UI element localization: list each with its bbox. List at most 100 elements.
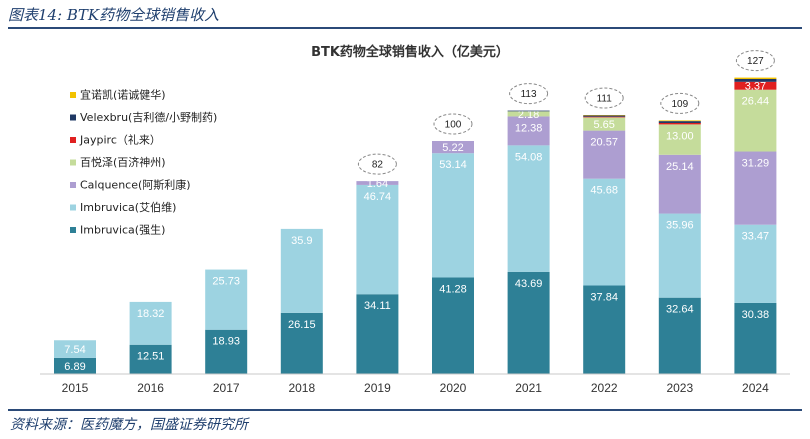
- data-label: 18.93: [212, 336, 240, 348]
- data-label: 43.69: [515, 278, 543, 290]
- data-label: 6.89: [64, 361, 85, 373]
- data-label: 1.64: [367, 178, 388, 190]
- bar-segment: [583, 116, 626, 118]
- data-label: 13.00: [666, 130, 694, 142]
- bar-segment: [734, 89, 777, 152]
- bar-segment: [734, 224, 777, 303]
- bar-segment: [658, 121, 701, 123]
- chart-title: BTK药物全球销售收入（亿美元）: [311, 44, 509, 60]
- total-label: 111: [597, 94, 613, 105]
- total-marker: [509, 83, 549, 105]
- bar-segment: [734, 302, 777, 374]
- legend-label: 百悦泽(百济神州): [80, 155, 166, 169]
- legend-swatch: [70, 92, 76, 98]
- data-label: 53.14: [439, 159, 467, 171]
- legend-label: 宜诺凯(诺诚健华): [80, 88, 166, 102]
- total-label: 113: [521, 89, 537, 100]
- total-label: 100: [445, 119, 462, 130]
- data-label: 26.15: [288, 319, 316, 331]
- data-label: 54.08: [515, 151, 543, 163]
- bar-segment: [658, 154, 701, 214]
- legend-label: Calquence(阿斯利康): [80, 178, 191, 192]
- data-label: 33.47: [742, 231, 770, 243]
- x-tick-label: 2018: [288, 381, 315, 395]
- data-label: 34.11: [364, 300, 391, 312]
- x-tick-label: 2022: [591, 381, 618, 395]
- total-label: 127: [747, 56, 764, 67]
- data-label: 12.38: [515, 122, 543, 134]
- chart-bars: 6.89 7.54 12.51 18.32 18.93 25.73 26.15 35.9 34.…: [54, 50, 777, 374]
- bar-segment: [507, 111, 550, 117]
- bar-segment: [658, 297, 701, 374]
- data-label: 45.68: [590, 185, 618, 197]
- data-label: 7.54: [64, 344, 85, 356]
- total-label: 82: [372, 160, 384, 171]
- bar-segment: [205, 269, 248, 330]
- data-label: 25.14: [666, 161, 694, 173]
- x-tick-label: 2023: [666, 381, 693, 395]
- total-marker: [433, 113, 473, 135]
- total-label: 109: [671, 99, 688, 110]
- data-label: 5.22: [442, 142, 463, 154]
- data-label: 41.28: [439, 283, 467, 295]
- total-marker: [735, 50, 775, 72]
- caption-divider: [8, 27, 802, 29]
- bar-segment: [280, 312, 323, 374]
- bar-segment: [734, 81, 777, 90]
- bar-segment: [583, 117, 626, 131]
- x-tick-label: 2015: [62, 381, 89, 395]
- data-label: 35.9: [291, 235, 312, 247]
- bar-segment: [432, 140, 474, 154]
- x-tick-label: 2017: [213, 381, 240, 395]
- total-marker: [357, 153, 397, 175]
- bar-segment: [658, 122, 701, 125]
- data-label: 35.96: [666, 220, 694, 232]
- legend-label: Imbruvica(强生): [80, 223, 165, 237]
- bar-segment: [356, 181, 399, 185]
- data-label: 20.57: [590, 137, 618, 149]
- bar-segment: [583, 115, 626, 117]
- data-label: 30.38: [742, 309, 770, 321]
- bar-segment: [54, 340, 96, 358]
- legend-label: Velexbru(吉利德/小野制药): [80, 110, 217, 124]
- bar-segment: [507, 271, 550, 374]
- total-marker: [660, 92, 700, 114]
- bar-segment: [507, 110, 550, 112]
- bar-segment: [54, 357, 96, 374]
- data-label: 2.18: [518, 109, 539, 121]
- legend-swatch: [70, 204, 76, 211]
- data-label: 12.51: [137, 351, 165, 363]
- data-label: 31.29: [742, 158, 770, 170]
- x-tick-label: 2020: [440, 381, 467, 395]
- legend-swatch: [70, 227, 76, 233]
- data-label: 26.44: [742, 96, 770, 108]
- bar-segment: [432, 277, 474, 374]
- legend-swatch: [70, 182, 76, 188]
- x-tick-label: 2019: [364, 381, 391, 395]
- bar-segment: [583, 130, 626, 179]
- bar-segment: [280, 228, 323, 313]
- total-marker: [584, 87, 624, 109]
- bar-segment: [205, 329, 248, 374]
- bar-segment: [129, 344, 172, 374]
- bar-segment: [507, 145, 550, 272]
- x-tick-label: 2021: [515, 381, 542, 395]
- bar-segment: [356, 294, 399, 374]
- bar-segment: [583, 178, 626, 286]
- data-label: 3.37: [745, 81, 766, 93]
- bar-segment: [507, 116, 550, 146]
- data-label: 46.74: [364, 191, 392, 203]
- bar-segment: [658, 213, 701, 298]
- legend-swatch: [70, 159, 76, 166]
- data-label: 32.64: [666, 304, 694, 316]
- figure-caption: 图表14: BTK药物全球销售收入: [8, 6, 220, 24]
- bar-segment: [356, 184, 399, 295]
- btk-sales-chart: BTK药物全球销售收入（亿美元） 宜诺凯(诺诚健华) Velexbru(吉利德/小…: [40, 44, 790, 395]
- bar-segment: [658, 124, 701, 155]
- bar-segment: [583, 285, 626, 374]
- legend-label: Jaypirc（礼来）: [79, 133, 161, 147]
- x-tick-label: 2024: [742, 381, 769, 395]
- legend-swatch: [70, 137, 76, 143]
- bar-segment: [658, 120, 701, 122]
- source-divider: [8, 409, 802, 411]
